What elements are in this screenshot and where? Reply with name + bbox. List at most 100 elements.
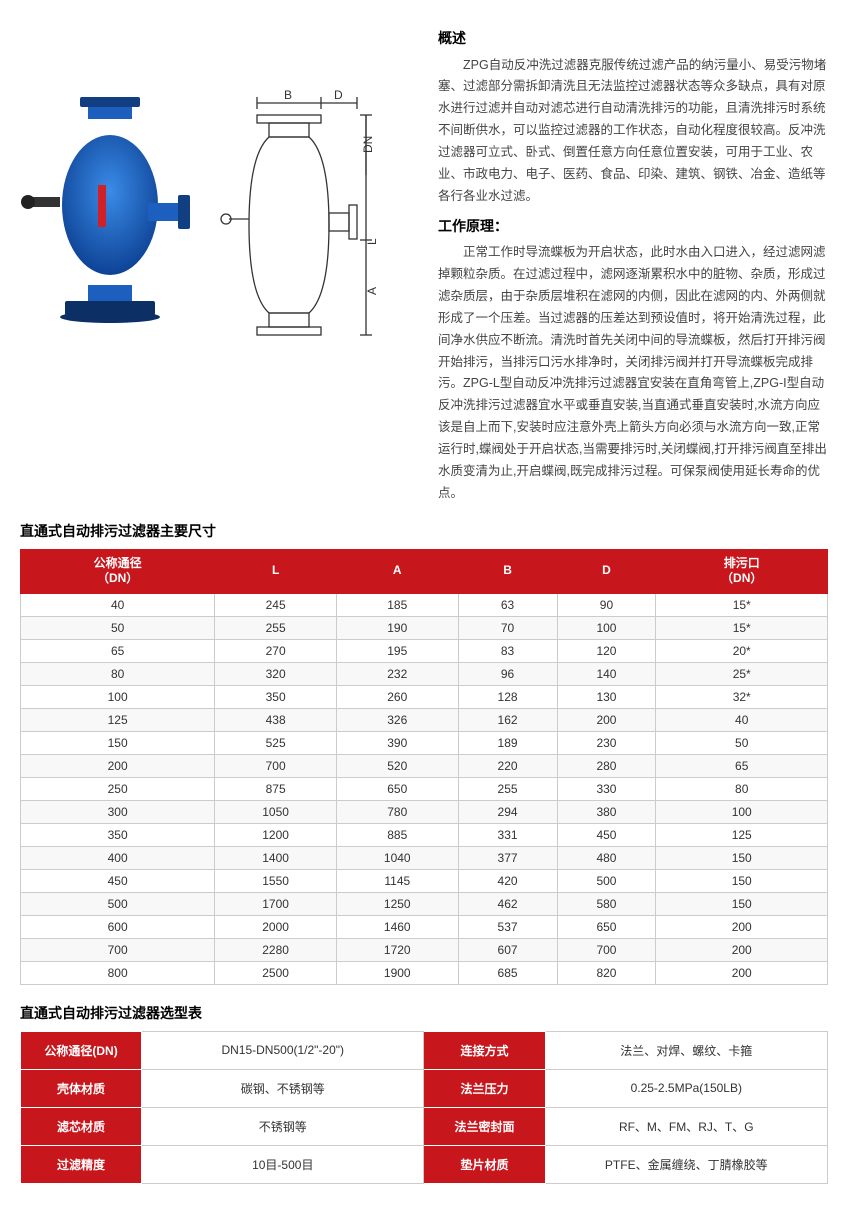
- table-cell: 125: [21, 708, 215, 731]
- table-cell: 195: [336, 639, 458, 662]
- sel-label: 法兰压力: [424, 1069, 545, 1107]
- table-cell: 350: [21, 823, 215, 846]
- sel-value: PTFE、金属缠绕、丁腈橡胶等: [545, 1145, 827, 1183]
- table-cell: 525: [215, 731, 337, 754]
- table-cell: 1720: [336, 938, 458, 961]
- table-cell: 255: [215, 616, 337, 639]
- table-cell: 130: [557, 685, 656, 708]
- dim-label-l: L: [365, 238, 379, 245]
- table-cell: 83: [458, 639, 557, 662]
- table-cell: 128: [458, 685, 557, 708]
- table-row: 652701958312020*: [21, 639, 828, 662]
- table-cell: 220: [458, 754, 557, 777]
- table-cell: 40: [21, 593, 215, 616]
- table-cell: 200: [21, 754, 215, 777]
- table-cell: 100: [557, 616, 656, 639]
- table-cell: 80: [656, 777, 828, 800]
- table-row: 壳体材质碳钢、不锈钢等法兰压力0.25-2.5MPa(150LB): [21, 1069, 828, 1107]
- dim-label-dn: DN: [361, 136, 375, 153]
- table-cell: 377: [458, 846, 557, 869]
- table-cell: 80: [21, 662, 215, 685]
- sel-label: 过滤精度: [21, 1145, 142, 1183]
- table-cell: 607: [458, 938, 557, 961]
- table-cell: 330: [557, 777, 656, 800]
- table-row: 15052539018923050: [21, 731, 828, 754]
- dim-table-header: A: [336, 549, 458, 593]
- principle-body: 正常工作时导流蝶板为开启状态，此时水由入口进入，经过滤网滤掉颗粒杂质。在过滤过程…: [438, 242, 828, 505]
- table-cell: 185: [336, 593, 458, 616]
- overview-body: ZPG自动反冲洗过滤器克服传统过滤产品的纳污量小、易受污物堵塞、过滤部分需拆卸清…: [438, 55, 828, 208]
- table-row: 45015501145420500150: [21, 869, 828, 892]
- table-cell: 600: [21, 915, 215, 938]
- sel-label: 壳体材质: [21, 1069, 142, 1107]
- table-cell: 100: [21, 685, 215, 708]
- table-cell: 96: [458, 662, 557, 685]
- table-cell: 1700: [215, 892, 337, 915]
- sel-label: 连接方式: [424, 1031, 545, 1069]
- table-cell: 280: [557, 754, 656, 777]
- table-cell: 820: [557, 961, 656, 984]
- table-cell: 1400: [215, 846, 337, 869]
- table-cell: 250: [21, 777, 215, 800]
- table-cell: 255: [458, 777, 557, 800]
- table-row: 60020001460537650200: [21, 915, 828, 938]
- table-row: 3501200885331450125: [21, 823, 828, 846]
- table-cell: 1145: [336, 869, 458, 892]
- table-cell: 1250: [336, 892, 458, 915]
- table-cell: 300: [21, 800, 215, 823]
- table-cell: 450: [21, 869, 215, 892]
- sel-label: 公称通径(DN): [21, 1031, 142, 1069]
- sel-value: 不锈钢等: [142, 1107, 424, 1145]
- table-cell: 15*: [656, 616, 828, 639]
- table-cell: 537: [458, 915, 557, 938]
- table-cell: 350: [215, 685, 337, 708]
- table-row: 公称通径(DN)DN15-DN500(1/2"-20")连接方式法兰、对焊、螺纹…: [21, 1031, 828, 1069]
- table-row: 3001050780294380100: [21, 800, 828, 823]
- table-cell: 650: [336, 777, 458, 800]
- sel-value: RF、M、FM、RJ、T、G: [545, 1107, 827, 1145]
- product-photo: [20, 85, 200, 345]
- table-cell: 200: [557, 708, 656, 731]
- table-cell: 260: [336, 685, 458, 708]
- table-cell: 65: [21, 639, 215, 662]
- table-row: 滤芯材质不锈钢等法兰密封面RF、M、FM、RJ、T、G: [21, 1107, 828, 1145]
- sel-label: 滤芯材质: [21, 1107, 142, 1145]
- table-row: 50017001250462580150: [21, 892, 828, 915]
- table-cell: 40: [656, 708, 828, 731]
- table-cell: 150: [656, 892, 828, 915]
- table-cell: 245: [215, 593, 337, 616]
- table-cell: 450: [557, 823, 656, 846]
- dim-table-header: 排污口（DN）: [656, 549, 828, 593]
- table-cell: 1460: [336, 915, 458, 938]
- sel-value: 碳钢、不锈钢等: [142, 1069, 424, 1107]
- table-cell: 50: [656, 731, 828, 754]
- sel-label: 垫片材质: [424, 1145, 545, 1183]
- table-cell: 1900: [336, 961, 458, 984]
- dim-label-b: B: [284, 88, 292, 102]
- table-cell: 2280: [215, 938, 337, 961]
- table-cell: 140: [557, 662, 656, 685]
- table-cell: 63: [458, 593, 557, 616]
- table-cell: 480: [557, 846, 656, 869]
- table-cell: 650: [557, 915, 656, 938]
- table-row: 10035026012813032*: [21, 685, 828, 708]
- table-cell: 2500: [215, 961, 337, 984]
- table-row: 过滤精度10目-500目垫片材质PTFE、金属缠绕、丁腈橡胶等: [21, 1145, 828, 1183]
- overview-heading: 概述: [438, 26, 828, 51]
- text-column: 概述 ZPG自动反冲洗过滤器克服传统过滤产品的纳污量小、易受污物堵塞、过滤部分需…: [438, 20, 828, 505]
- selection-table: 公称通径(DN)DN15-DN500(1/2"-20")连接方式法兰、对焊、螺纹…: [20, 1031, 828, 1184]
- table-cell: 32*: [656, 685, 828, 708]
- dim-table-header: B: [458, 549, 557, 593]
- table-cell: 580: [557, 892, 656, 915]
- table-cell: 700: [215, 754, 337, 777]
- table-cell: 700: [557, 938, 656, 961]
- image-column: B D DN L A: [20, 20, 420, 505]
- dim-label-d: D: [334, 88, 343, 102]
- table-cell: 500: [557, 869, 656, 892]
- table-row: 803202329614025*: [21, 662, 828, 685]
- table-cell: 200: [656, 915, 828, 938]
- table-cell: 70: [458, 616, 557, 639]
- table-cell: 125: [656, 823, 828, 846]
- table-cell: 400: [21, 846, 215, 869]
- table-cell: 200: [656, 938, 828, 961]
